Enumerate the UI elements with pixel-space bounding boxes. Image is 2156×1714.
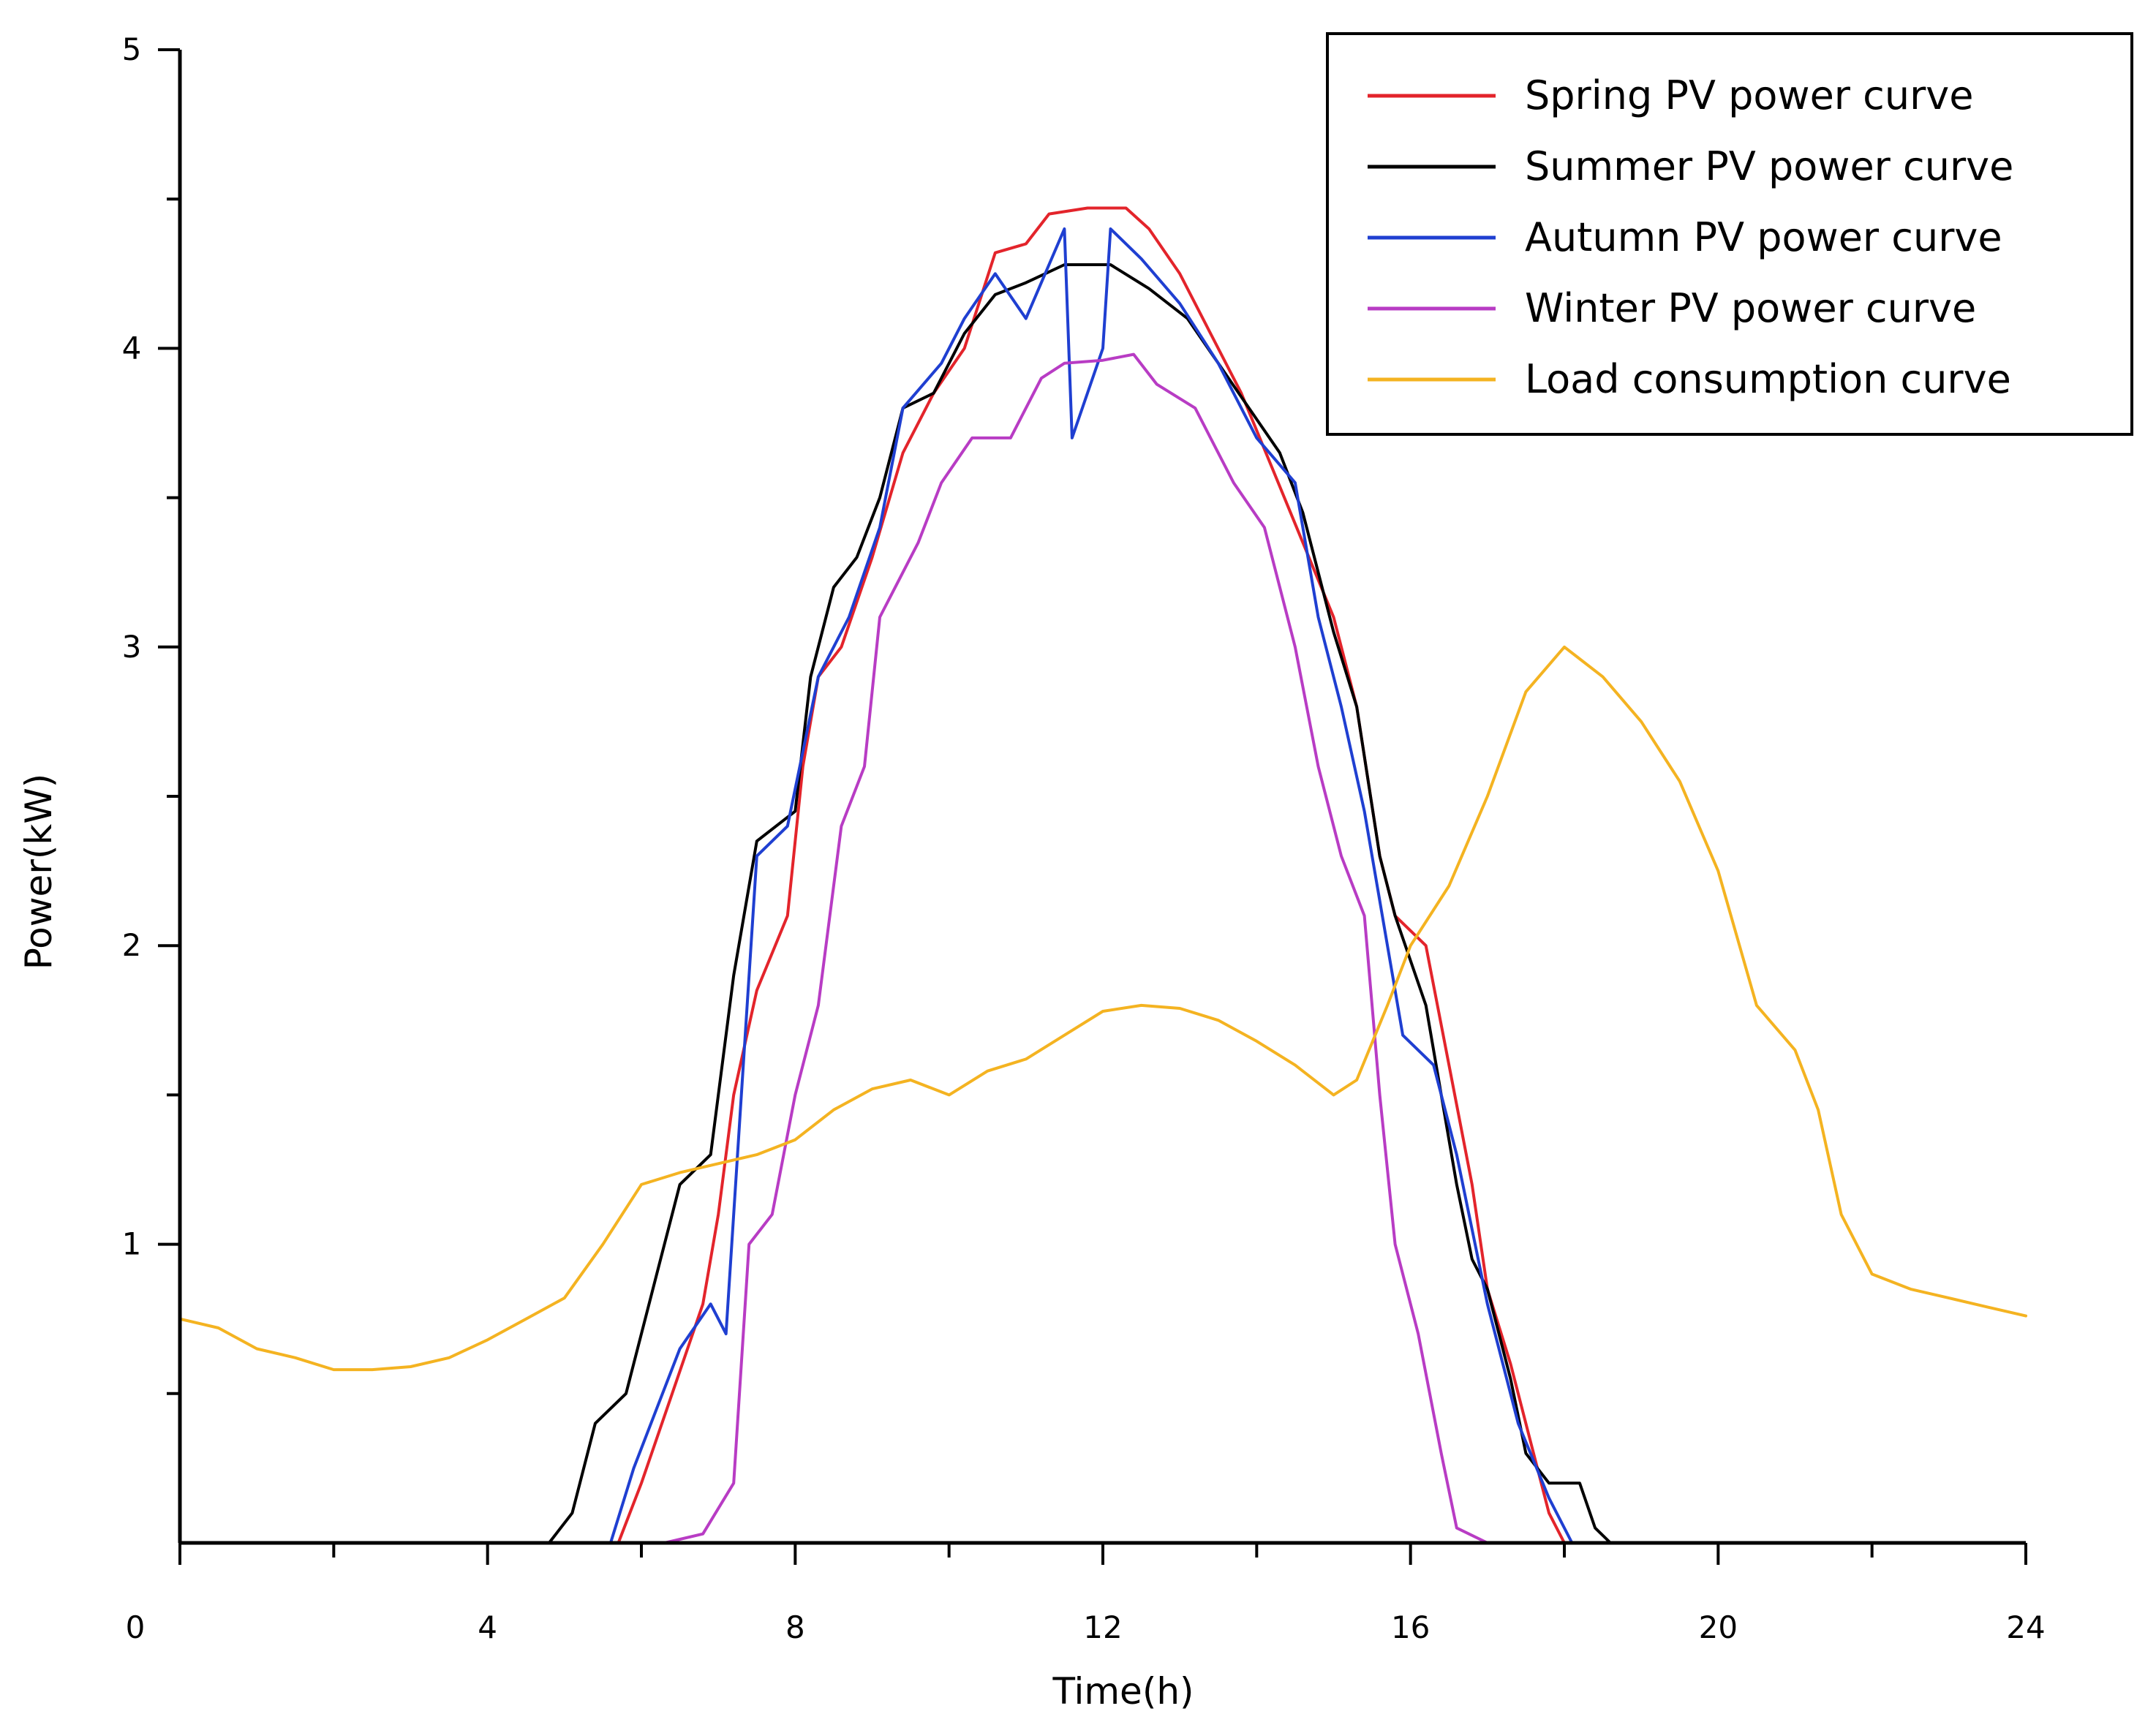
legend-label-2: Summer PV power curve [1525, 143, 2013, 189]
x-tick-label-20: 20 [1699, 1609, 1738, 1645]
series-line-4 [663, 352, 1489, 1544]
y-tick-label-1: 1 [122, 1226, 142, 1262]
y-tick-label-4: 4 [122, 330, 142, 366]
legend-label-4: Winter PV power curve [1525, 285, 1976, 331]
x-tick-label-0: 0 [126, 1609, 146, 1645]
x-tick-label-24: 24 [2006, 1609, 2045, 1645]
plot-area [178, 206, 2027, 1544]
legend-label-3: Autumn PV power curve [1525, 214, 2002, 260]
x-tick-label-16: 16 [1391, 1609, 1430, 1645]
legend-label-1: Spring PV power curve [1525, 72, 1973, 118]
x-tick-label-8: 8 [785, 1609, 805, 1645]
x-tick-label-4: 4 [478, 1609, 497, 1645]
x-axis-title: Time(h) [1052, 1670, 1194, 1713]
x-tick-label-12: 12 [1083, 1609, 1122, 1645]
y-tick-label-5: 5 [122, 31, 142, 67]
legend-box [1326, 32, 2133, 436]
y-tick-label-2: 2 [122, 927, 142, 963]
legend-label-5: Load consumption curve [1525, 356, 2011, 402]
series-line-1 [617, 206, 1566, 1544]
series-line-3 [608, 227, 1574, 1544]
y-tick-label-3: 3 [122, 629, 142, 665]
legend: Spring PV power curve Summer PV power cur… [1326, 32, 2133, 436]
y-axis-title: Power(kW) [18, 774, 60, 970]
series-line-2 [547, 263, 1613, 1544]
series-line-5 [178, 645, 2027, 1372]
